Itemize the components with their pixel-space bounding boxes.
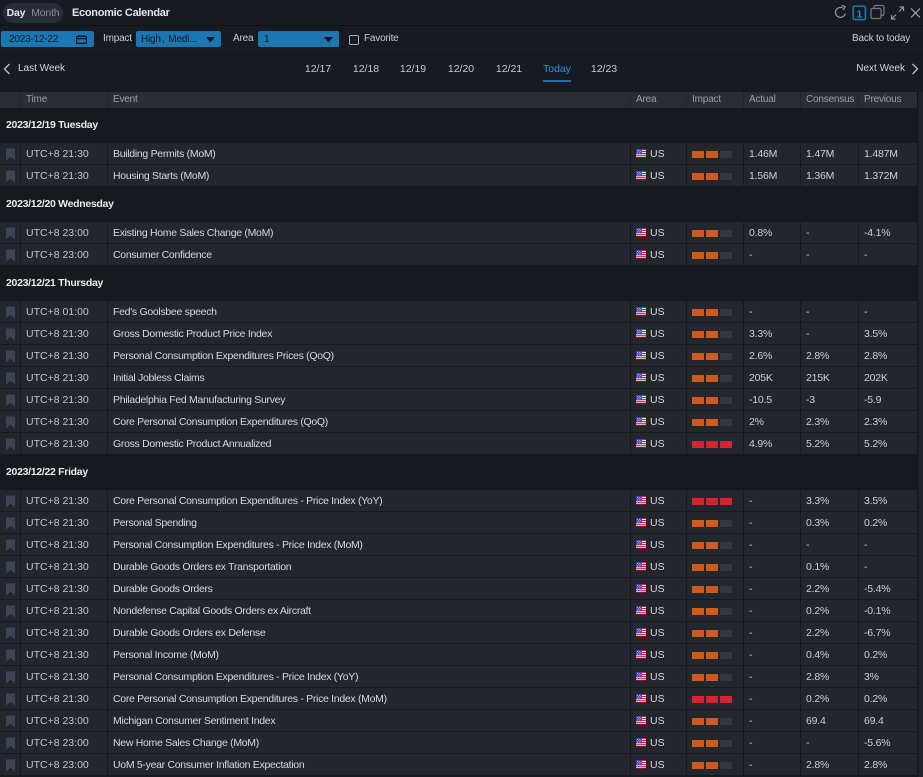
svg-text:1: 1 <box>856 8 862 20</box>
